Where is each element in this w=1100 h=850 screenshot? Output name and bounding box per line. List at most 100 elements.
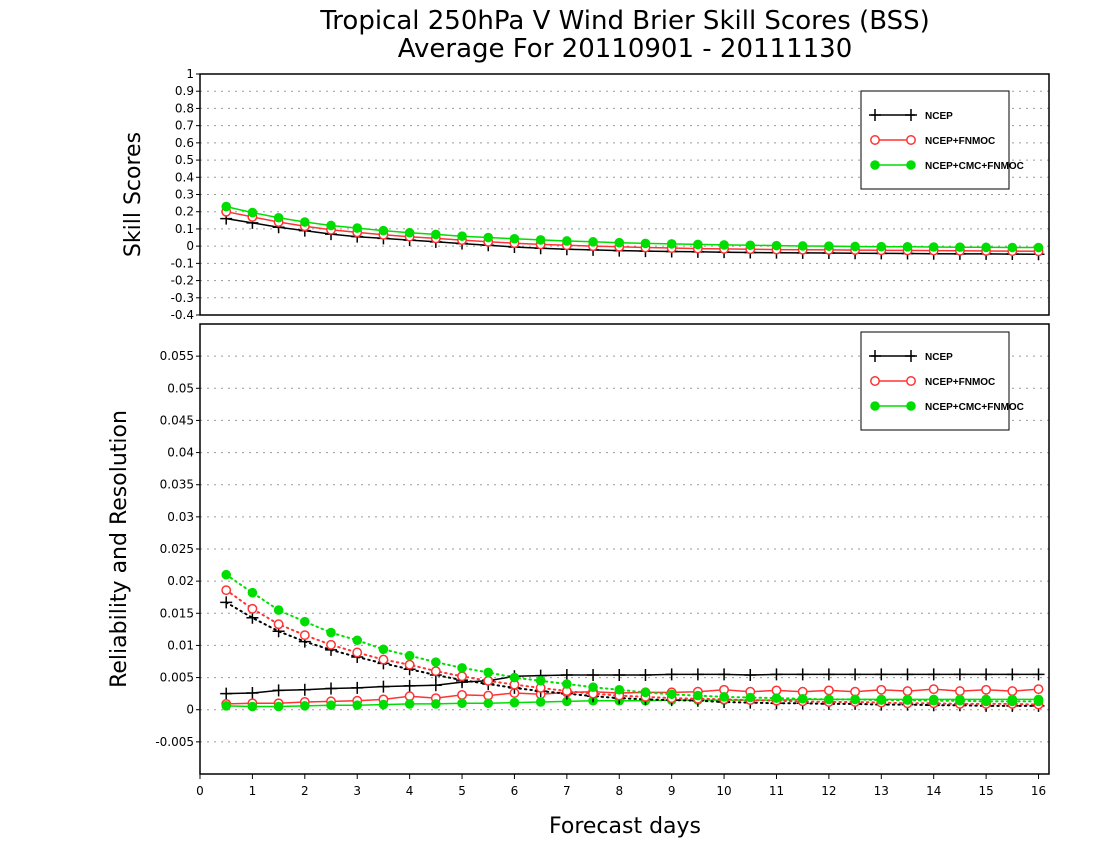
data-point [326,627,336,638]
data-point [876,695,887,705]
y-tick-label: 0.045 [160,413,194,427]
data-point [457,231,467,241]
data-point [246,611,259,624]
data-point [745,240,756,251]
y-tick-label: 0.025 [160,542,194,556]
legend-marker [906,160,916,170]
y-tick-label: 0.2 [175,205,194,219]
y-tick-label: 1 [186,67,194,81]
data-point [298,683,311,696]
data-point [613,669,626,681]
data-point [614,684,625,695]
plot-frame [199,323,1050,775]
data-point [1007,242,1018,253]
legend: NCEP NCEP+FNMOC NCEP+CMC+FNMOC [860,331,1024,431]
x-tick-label: 4 [406,784,414,798]
data-point [927,668,940,681]
series-line [226,217,1039,255]
y-tick-label: 0.5 [175,153,194,167]
data-point [457,671,467,682]
data-point [352,647,363,658]
y-axis-title: Skill Scores [121,132,146,257]
y-tick-label: 0 [186,703,194,717]
data-point [850,694,860,705]
data-point [639,669,652,681]
data-point [901,668,914,681]
legend-marker [906,135,916,145]
data-point [352,223,363,233]
data-point [535,697,546,707]
x-tick-label: 15 [978,784,993,798]
data-point [247,701,258,712]
y-tick-label: -0.005 [155,735,194,749]
data-point [273,701,284,712]
data-point [640,687,651,698]
data-point [666,689,677,700]
data-point [587,669,600,681]
data-point [771,693,782,703]
legend-label: NCEP [925,111,953,122]
data-point [509,233,520,244]
data-point [352,635,363,646]
data-point [404,227,415,238]
data-point [745,692,756,703]
data-point [429,679,442,692]
legend-marker [869,109,881,121]
data-point [221,201,232,212]
data-point [614,237,625,248]
data-point [351,681,364,694]
legend-label: NCEP [925,352,953,363]
data-point [300,701,310,711]
y-tick-label: 0.9 [175,84,194,98]
data-point [666,239,677,249]
x-tick-label: 8 [615,784,623,798]
data-point [981,696,991,707]
data-point [1007,696,1018,707]
data-point [719,240,729,250]
data-point [457,663,467,673]
skill-score-panel: 1 0.9 0.8 0.7 0.6 0.5 0.4 0.3 0.2 0.1 0 -0.1 -0.2 -0.… [121,67,1050,322]
series-line [225,573,1040,703]
data-point [902,686,913,697]
data-point [797,693,808,704]
reliability-resolution-panel: 0.055 0.05 0.045 0.04 0.035 0.03 0.025 0.02 0.01… [107,323,1050,775]
legend: NCEP NCEP+FNMOC NCEP+CMC+FNMOC [860,90,1024,190]
data-point [902,242,913,252]
data-point [875,668,888,681]
data-point [220,596,233,609]
data-point [221,569,232,580]
y-tick-label: 0.05 [167,381,194,395]
data-point [326,220,336,231]
data-point [1033,696,1044,707]
data-point [352,700,363,711]
data-point [849,668,862,681]
x-tick-label: 10 [716,784,731,798]
data-point [797,241,808,251]
data-point [980,668,993,681]
data-point [431,657,441,667]
data-point [273,212,284,223]
data-point [562,679,572,689]
chart-title-line-1: Tropical 250hPa V Wind Brier Skill Score… [319,6,930,36]
data-point [431,699,441,709]
data-point [325,682,338,695]
data-point [483,698,494,709]
data-point [928,242,939,252]
x-tick-label: 5 [458,784,466,798]
y-tick-label: 0.6 [175,136,194,150]
data-point [823,685,834,696]
data-point [403,679,416,692]
legend-marker [869,350,881,362]
data-point [1033,242,1044,253]
x-tick-label: 1 [249,784,257,798]
x-tick-label: 12 [821,784,836,798]
data-point [378,654,389,665]
y-tick-label: 0.02 [167,574,194,588]
y-tick-label: 0.1 [175,222,194,236]
x-axis-title: Forecast days [549,814,701,839]
legend-marker [905,109,917,121]
data-point [981,684,992,695]
data-point [955,695,965,706]
data-point [272,684,285,697]
